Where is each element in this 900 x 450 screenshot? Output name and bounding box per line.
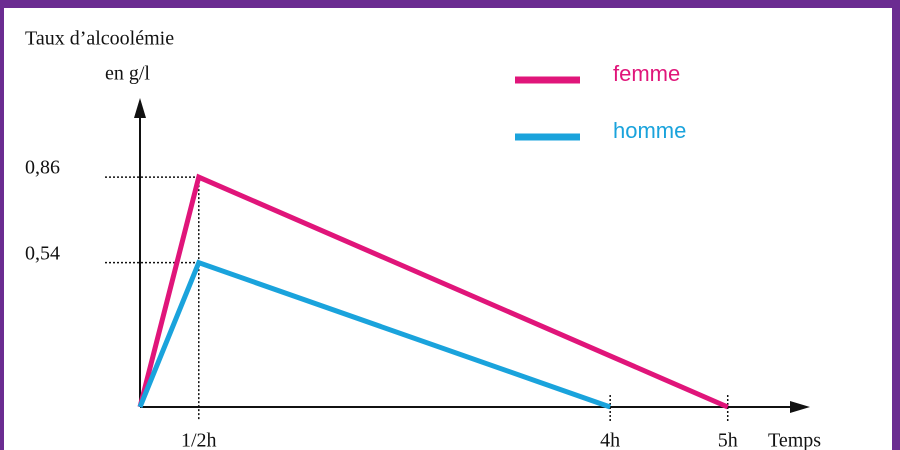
top-border <box>0 0 900 8</box>
right-border <box>892 0 900 450</box>
y-arrow <box>134 98 146 118</box>
y-axis-label: en g/l <box>105 63 150 85</box>
y-axis-label: Taux d’alcoolémie <box>25 28 174 50</box>
x-tick-label: 4h <box>600 430 620 450</box>
x-tick-label: 1/2h <box>181 430 217 450</box>
x-tick-label: 5h <box>718 430 738 450</box>
series-line <box>137 173 729 410</box>
series-line <box>137 259 612 410</box>
left-border <box>0 0 4 450</box>
x-axis-label: Temps <box>768 430 821 450</box>
x-arrow <box>790 401 810 413</box>
y-tick-label: 0,86 <box>25 157 60 179</box>
legend-label: femme <box>613 61 680 86</box>
y-tick-label: 0,54 <box>25 242 60 264</box>
legend-label: homme <box>613 118 686 143</box>
